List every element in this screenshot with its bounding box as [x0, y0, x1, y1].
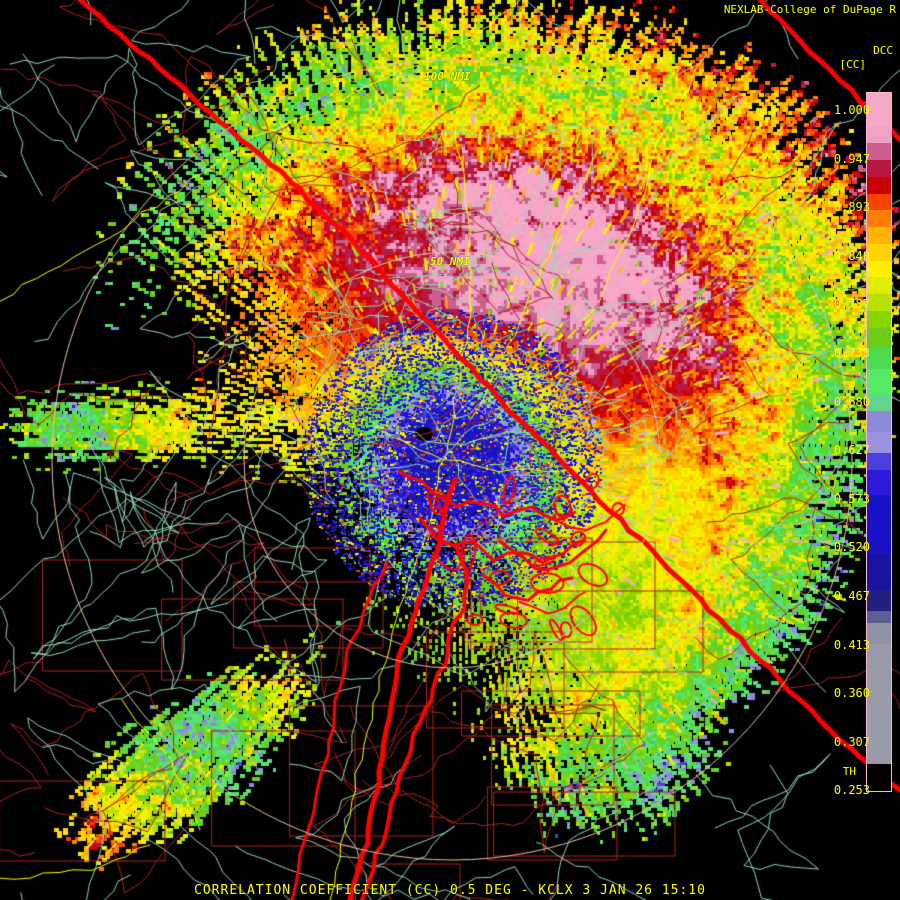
color-scale-segment	[867, 210, 891, 227]
color-scale-segment	[867, 277, 891, 295]
color-scale-segment	[867, 623, 891, 645]
color-scale-tick: 0.413	[833, 637, 870, 652]
color-scale-segment	[867, 764, 891, 791]
color-scale-segment	[867, 327, 891, 349]
color-scale-segment	[867, 469, 891, 496]
color-scale-segment	[867, 369, 891, 395]
color-scale-segment	[867, 348, 891, 370]
color-scale-segment	[867, 589, 891, 611]
color-scale-tick: 0.573	[833, 491, 870, 506]
color-scale-segment	[867, 294, 891, 311]
color-scale-tick: 0.253	[833, 783, 870, 798]
product-param-label: DCC	[873, 44, 893, 57]
range-ring-label-50nmi: 50 NMI	[430, 255, 470, 268]
color-scale-tick-labels: 1.000 0.947 0.893 0.840 0.787 0.733 0.680 0.627…	[826, 92, 870, 797]
color-scale-segment	[867, 160, 891, 177]
color-scale-segment	[867, 93, 891, 127]
range-ring-label-100nmi: 100 NMI	[424, 70, 471, 83]
color-scale-tick: 0.360	[833, 686, 870, 701]
color-scale-tick: 0.307	[833, 734, 870, 749]
color-scale-tick: 0.733	[833, 346, 870, 360]
color-scale-segment	[867, 310, 891, 328]
color-scale-tick: 0.787	[833, 297, 870, 312]
color-scale-bar	[866, 92, 892, 792]
color-scale-segment	[867, 193, 891, 211]
color-scale-segment	[867, 432, 891, 454]
product-units-label: [CC]	[839, 58, 867, 71]
color-scale-segment	[867, 411, 891, 433]
color-scale-segment	[867, 126, 891, 144]
color-scale-tick: 0.947	[833, 151, 870, 166]
color-scale-segment	[867, 394, 891, 412]
color-scale-tick: 0.680	[833, 394, 870, 409]
color-scale-segment	[867, 553, 891, 590]
color-scale-segment	[867, 243, 891, 261]
color-scale-tick: 0.520	[833, 540, 870, 555]
color-scale-segment	[867, 644, 891, 765]
color-scale-segment	[867, 495, 891, 554]
color-scale-segment	[867, 453, 891, 470]
threshold-label: TH	[842, 765, 856, 778]
color-scale-segment	[867, 143, 891, 160]
color-scale-tick: 0.627	[833, 443, 870, 458]
color-scale-tick: 0.467	[833, 589, 870, 603]
color-scale-segment	[867, 610, 891, 624]
color-scale-gradient	[867, 93, 891, 791]
status-bar: CORRELATION COEFFICIENT (CC) 0.5 DEG - K…	[194, 883, 706, 898]
color-scale-segment	[867, 227, 891, 244]
brand-label: NEXLAB-College of DuPage R	[723, 3, 896, 16]
color-scale-segment	[867, 260, 891, 278]
color-scale-segment	[867, 176, 891, 194]
color-scale-tick: 0.840	[833, 248, 870, 263]
color-scale-tick: 0.893	[833, 200, 870, 215]
color-scale-tick: 1.000	[833, 103, 870, 117]
